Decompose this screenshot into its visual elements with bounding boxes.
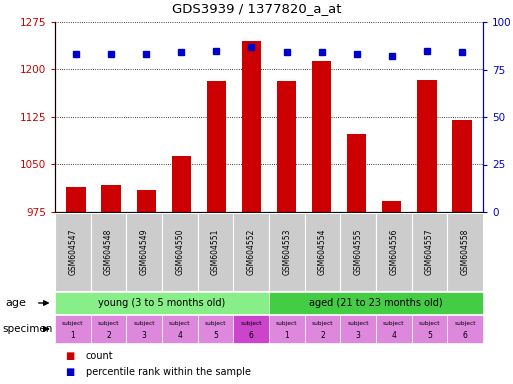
Text: subject: subject xyxy=(241,321,262,326)
Bar xyxy=(102,185,121,212)
Text: subject: subject xyxy=(276,321,298,326)
Text: 4: 4 xyxy=(177,331,182,341)
Text: GSM604557: GSM604557 xyxy=(425,229,434,275)
Text: subject: subject xyxy=(347,321,369,326)
Text: subject: subject xyxy=(383,321,405,326)
Text: 1: 1 xyxy=(284,331,289,341)
Text: 5: 5 xyxy=(427,331,432,341)
Text: 6: 6 xyxy=(249,331,253,341)
Text: GSM604556: GSM604556 xyxy=(389,229,398,275)
Bar xyxy=(452,120,471,212)
Text: subject: subject xyxy=(419,321,440,326)
Text: subject: subject xyxy=(62,321,84,326)
Text: subject: subject xyxy=(205,321,226,326)
Text: 2: 2 xyxy=(106,331,111,341)
Text: GSM604548: GSM604548 xyxy=(104,229,113,275)
Text: ■: ■ xyxy=(65,351,74,361)
Bar xyxy=(382,201,402,212)
Text: GSM604558: GSM604558 xyxy=(461,229,470,275)
Text: aged (21 to 23 months old): aged (21 to 23 months old) xyxy=(309,298,443,308)
Text: subject: subject xyxy=(312,321,333,326)
Text: count: count xyxy=(86,351,113,361)
Text: GSM604554: GSM604554 xyxy=(318,229,327,275)
Text: ■: ■ xyxy=(65,367,74,377)
Bar xyxy=(347,134,366,212)
Text: GSM604555: GSM604555 xyxy=(353,229,363,275)
Text: 4: 4 xyxy=(391,331,396,341)
Text: GSM604552: GSM604552 xyxy=(247,229,255,275)
Text: GSM604547: GSM604547 xyxy=(68,229,77,275)
Text: GDS3939 / 1377820_a_at: GDS3939 / 1377820_a_at xyxy=(172,2,341,15)
Bar xyxy=(66,187,86,212)
Bar xyxy=(207,81,226,212)
Text: GSM604551: GSM604551 xyxy=(211,229,220,275)
Text: percentile rank within the sample: percentile rank within the sample xyxy=(86,367,251,377)
Text: specimen: specimen xyxy=(3,324,53,334)
Text: subject: subject xyxy=(455,321,476,326)
Text: subject: subject xyxy=(169,321,191,326)
Text: subject: subject xyxy=(98,321,119,326)
Text: 3: 3 xyxy=(356,331,361,341)
Bar xyxy=(136,190,156,212)
Bar xyxy=(172,156,191,212)
Text: 5: 5 xyxy=(213,331,218,341)
Text: GSM604549: GSM604549 xyxy=(140,229,149,275)
Bar xyxy=(417,80,437,212)
Text: age: age xyxy=(5,298,26,308)
Bar xyxy=(242,41,261,212)
Text: subject: subject xyxy=(133,321,155,326)
Bar xyxy=(277,81,296,212)
Text: 1: 1 xyxy=(70,331,75,341)
Text: young (3 to 5 months old): young (3 to 5 months old) xyxy=(98,298,226,308)
Text: 6: 6 xyxy=(463,331,468,341)
Text: 3: 3 xyxy=(142,331,147,341)
Text: 2: 2 xyxy=(320,331,325,341)
Bar xyxy=(312,61,331,212)
Text: GSM604553: GSM604553 xyxy=(282,229,291,275)
Text: GSM604550: GSM604550 xyxy=(175,229,184,275)
